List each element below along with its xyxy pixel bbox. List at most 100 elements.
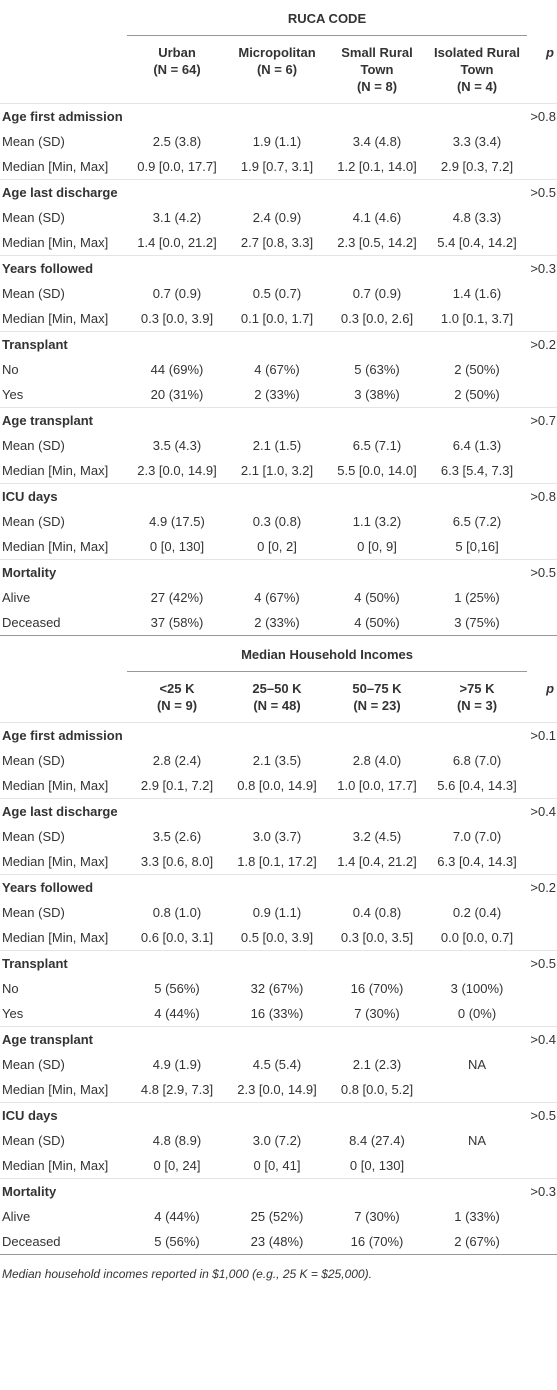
cell: 2.1 (3.5)	[252, 753, 302, 768]
data-row: Deceased 37 (58%) 2 (33%) 4 (50%) 3 (75%)	[0, 610, 557, 636]
column-name: 50–75 K	[352, 681, 402, 696]
row-label: Mean (SD)	[2, 1133, 65, 1148]
cell: 27 (42%)	[150, 590, 204, 605]
blank	[0, 636, 127, 672]
blank	[527, 534, 557, 560]
row-label: Deceased	[2, 1234, 61, 1249]
column-n: (N = 6)	[256, 62, 298, 77]
section-row: Years followed >0.3	[0, 255, 557, 281]
cell: 1 (33%)	[454, 1209, 500, 1224]
cell: 4.5 (5.4)	[252, 1057, 302, 1072]
table-head: RUCA CODE Urban (N = 64) Micropolitan (N = 6…	[0, 0, 557, 104]
cell: 0.5 [0.0, 3.9]	[240, 930, 314, 945]
data-row: Median [Min, Max] 4.8 [2.9, 7.3] 2.3 [0.0,…	[0, 1077, 557, 1103]
column-name: 25–50 K	[252, 681, 302, 696]
column-name: Urban	[158, 45, 196, 60]
row-label: Median [Min, Max]	[2, 235, 109, 250]
cell: 2.3 [0.0, 14.9]	[137, 463, 217, 478]
p-value: >0.5	[527, 559, 557, 585]
blank	[0, 672, 127, 723]
cell: 20 (31%)	[150, 387, 204, 402]
blank	[527, 1204, 557, 1229]
cell	[427, 1077, 527, 1103]
data-row: Mean (SD) 0.8 (1.0) 0.9 (1.1) 0.4 (0.8) 0.2 …	[0, 900, 557, 925]
section-row: Transplant >0.5	[0, 950, 557, 976]
column-name: Small Rural Town	[341, 45, 413, 77]
cell: 4 (44%)	[154, 1209, 200, 1224]
cell: 6.4 (1.3)	[452, 438, 502, 453]
cell: 0.4 (0.8)	[352, 905, 402, 920]
data-row: Mean (SD) 4.9 (17.5) 0.3 (0.8) 1.1 (3.2) 6.5…	[0, 509, 557, 534]
column-n: (N = 23)	[353, 698, 401, 713]
cell: 8.4 (27.4)	[349, 1133, 405, 1148]
blank	[527, 976, 557, 1001]
cell: 2.4 (0.9)	[252, 210, 302, 225]
cell: 6.5 (7.2)	[452, 514, 502, 529]
blank	[527, 773, 557, 799]
cell: 0.3 [0.0, 2.6]	[340, 311, 414, 326]
blank	[527, 636, 557, 672]
data-row: Median [Min, Max] 0.9 [0.0, 17.7] 1.9 [0.7…	[0, 154, 557, 180]
p-value: >0.8	[527, 483, 557, 509]
cell: 1.8 [0.1, 17.2]	[237, 854, 317, 869]
cell: 3.0 (3.7)	[252, 829, 302, 844]
cell: 2.7 [0.8, 3.3]	[240, 235, 314, 250]
cell: 16 (70%)	[350, 1234, 404, 1249]
cell: 0.2 (0.4)	[452, 905, 502, 920]
cell: 1 (25%)	[454, 590, 500, 605]
blank	[527, 610, 557, 636]
cell: 3.3 [0.6, 8.0]	[140, 854, 214, 869]
cell: 2.5 (3.8)	[152, 134, 202, 149]
p-value: >0.3	[527, 1178, 557, 1204]
cell: 3 (75%)	[454, 615, 500, 630]
section-row: Age transplant >0.7	[0, 407, 557, 433]
cell: 0.8 [0.0, 5.2]	[340, 1082, 414, 1097]
cell: 7.0 (7.0)	[452, 829, 502, 844]
cell: 0.9 [0.0, 17.7]	[137, 159, 217, 174]
data-row: Mean (SD) 2.8 (2.4) 2.1 (3.5) 2.8 (4.0) 6.8 …	[0, 748, 557, 773]
row-label: Yes	[2, 387, 24, 402]
cell	[427, 1153, 527, 1179]
cell: 0 (0%)	[457, 1006, 497, 1021]
column-n: (N = 8)	[356, 79, 398, 94]
section-title: Age transplant	[0, 1026, 528, 1052]
cell: 7 (30%)	[354, 1006, 400, 1021]
cell: 7 (30%)	[354, 1209, 400, 1224]
blank	[527, 154, 557, 180]
blank	[0, 0, 127, 36]
blank	[527, 357, 557, 382]
row-label: Median [Min, Max]	[2, 159, 109, 174]
blank	[527, 585, 557, 610]
cell: 3.5 (2.6)	[152, 829, 202, 844]
cell: 1.0 [0.1, 3.7]	[440, 311, 514, 326]
cell: 2.8 (4.0)	[352, 753, 402, 768]
section-row: Age transplant >0.4	[0, 1026, 557, 1052]
group-row: Median Household Incomes	[0, 636, 557, 672]
cell: 23 (48%)	[250, 1234, 304, 1249]
section-row: Mortality >0.3	[0, 1178, 557, 1204]
column-name: <25 K	[159, 681, 195, 696]
cell: 4.1 (4.6)	[352, 210, 402, 225]
p-value: >0.5	[527, 950, 557, 976]
data-row: No 5 (56%) 32 (67%) 16 (70%) 3 (100%)	[0, 976, 557, 1001]
row-label: Median [Min, Max]	[2, 463, 109, 478]
table-head: Median Household Incomes <25 K (N = 9) 25–5…	[0, 636, 557, 723]
blank	[527, 1077, 557, 1103]
data-row: No 44 (69%) 4 (67%) 5 (63%) 2 (50%)	[0, 357, 557, 382]
blank	[527, 433, 557, 458]
data-row: Yes 20 (31%) 2 (33%) 3 (38%) 2 (50%)	[0, 382, 557, 408]
section-title: Mortality	[0, 559, 527, 585]
row-label: Median [Min, Max]	[2, 311, 109, 326]
section-row: ICU days >0.5	[0, 1102, 557, 1128]
cell: 2 (33%)	[254, 615, 300, 630]
cell: 3.5 (4.3)	[152, 438, 202, 453]
cell: 2 (50%)	[454, 362, 500, 377]
cell: 3 (38%)	[354, 387, 400, 402]
cell: 5 (63%)	[354, 362, 400, 377]
table-body: Age first admission >0.8 Mean (SD) 2.5 (3.8…	[0, 103, 557, 636]
section-title: Age last discharge	[0, 798, 528, 824]
cell: 44 (69%)	[150, 362, 204, 377]
section-row: Years followed >0.2	[0, 874, 557, 900]
blank	[527, 900, 557, 925]
p-value: >0.1	[527, 722, 557, 748]
